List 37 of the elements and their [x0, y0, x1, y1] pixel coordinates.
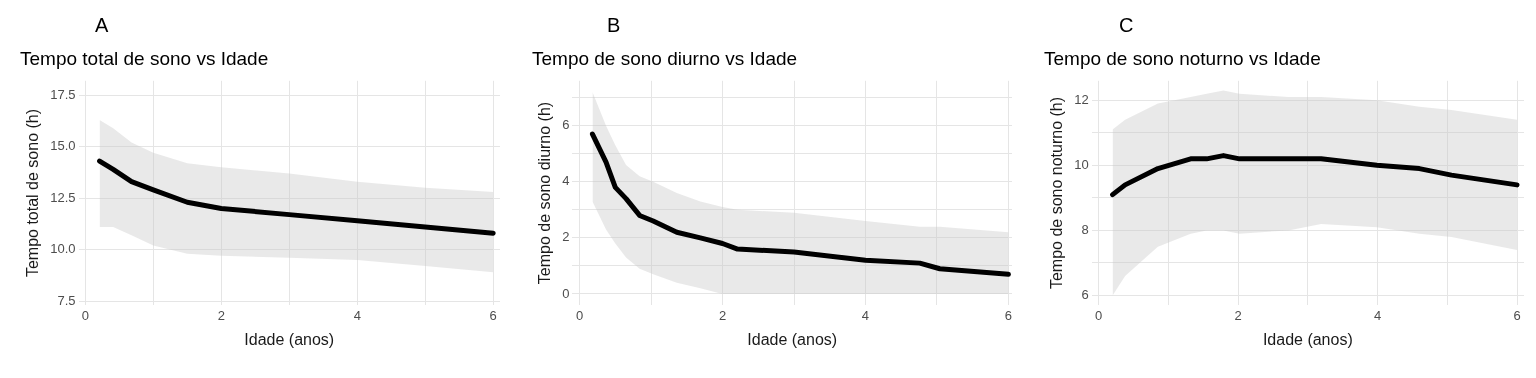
y-tick-label: 4: [562, 173, 570, 189]
y-tick-label: 12.5: [50, 189, 76, 205]
x-tick-label: 6: [489, 307, 497, 323]
x-tick-label: 2: [1234, 307, 1242, 323]
x-tick-label: 0: [81, 307, 89, 323]
x-tick-label: 6: [1513, 307, 1521, 323]
y-tick-label: 8: [1081, 221, 1089, 237]
x-axis-title: Idade (anos): [244, 330, 335, 348]
y-tick-label: 15.0: [50, 138, 76, 154]
y-tick-label: 6: [1081, 287, 1089, 303]
x-axis-title: Idade (anos): [747, 330, 838, 348]
y-tick-label: 0: [562, 285, 570, 301]
y-tick-label: 10.0: [50, 241, 76, 257]
x-tick-label: 4: [861, 307, 870, 323]
y-tick-label: 10: [1074, 156, 1089, 172]
chart-title: Tempo total de sono vs Idade: [20, 47, 269, 69]
text: C: [1119, 13, 1134, 36]
x-tick-label: 0: [575, 307, 584, 323]
y-tick-label: 7.5: [57, 292, 76, 308]
y-tick-label: 17.5: [50, 86, 76, 102]
text: B: [607, 13, 621, 36]
chart-title: Tempo de sono diurno vs Idade: [532, 47, 798, 69]
x-axis-title: Idade (anos): [1262, 330, 1353, 348]
chart-title: Tempo de sono noturno vs Idade: [1044, 47, 1321, 69]
x-tick-label: 2: [217, 307, 225, 323]
x-tick-label: 2: [718, 307, 727, 323]
y-axis-title: Tempo de sono noturno (h): [1048, 96, 1066, 290]
x-tick-label: 6: [1004, 307, 1013, 323]
y-axis-title: Tempo total de sono (h): [24, 108, 42, 278]
y-tick-label: 2: [562, 229, 570, 245]
x-tick-label: 0: [1095, 307, 1103, 323]
text: A: [95, 13, 109, 36]
x-tick-label: 4: [353, 307, 361, 323]
x-tick-label: 4: [1373, 307, 1382, 323]
y-axis-title: Tempo de sono diurno (h): [536, 101, 554, 285]
y-tick-label: 6: [562, 117, 570, 133]
y-tick-label: 12: [1074, 91, 1089, 107]
